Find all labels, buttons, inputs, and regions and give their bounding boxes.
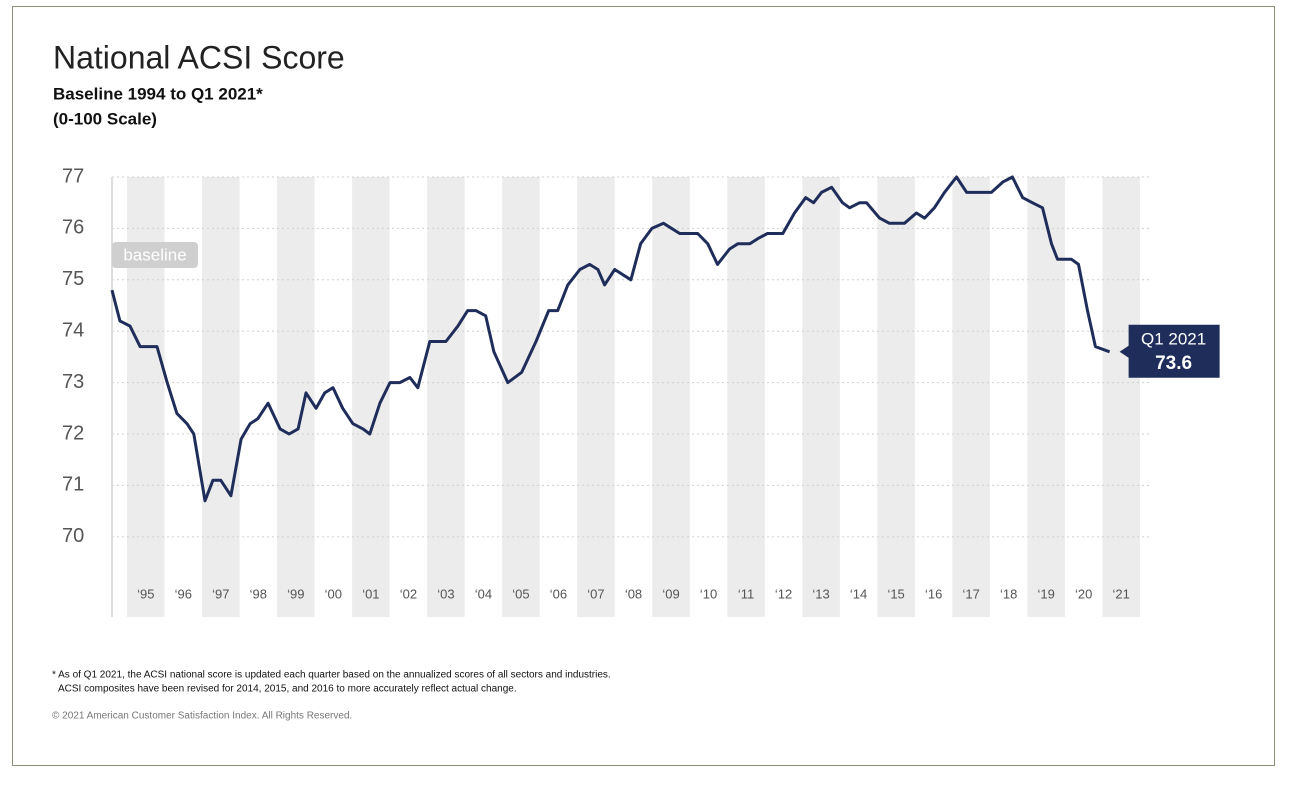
year-band xyxy=(427,177,465,617)
callout-box xyxy=(1119,324,1220,378)
x-tick-label: ‘05 xyxy=(512,586,529,601)
y-tick-label: 70 xyxy=(62,525,84,547)
y-tick-label: 74 xyxy=(62,319,84,341)
x-tick-label: ‘14 xyxy=(850,586,867,601)
x-tick-label: ‘13 xyxy=(812,586,829,601)
x-tick-label: ‘00 xyxy=(325,586,342,601)
x-tick-label: ‘07 xyxy=(587,586,604,601)
y-tick-label: 75 xyxy=(62,268,84,290)
x-tick-label: ‘16 xyxy=(925,586,942,601)
chart-subtitle: Baseline 1994 to Q1 2021* xyxy=(53,84,263,103)
year-band xyxy=(502,177,540,617)
x-tick-label: ‘96 xyxy=(175,586,192,601)
score-line xyxy=(110,175,1111,503)
x-tick-label: ‘95 xyxy=(137,586,154,601)
year-band xyxy=(1027,177,1065,617)
x-tick-label: ‘20 xyxy=(1075,586,1092,601)
year-band xyxy=(952,177,990,617)
x-tick-label: ‘99 xyxy=(287,586,304,601)
x-tick-label: ‘21 xyxy=(1113,586,1130,601)
year-band xyxy=(652,177,690,617)
chart-title: National ACSI Score xyxy=(53,39,345,75)
x-tick-label: ‘04 xyxy=(475,586,492,601)
chart-subtitle: (0-100 Scale) xyxy=(53,109,157,128)
footnote: * As of Q1 2021, the ACSI national score… xyxy=(52,670,611,681)
x-tick-label: ‘17 xyxy=(962,586,979,601)
x-tick-label: ‘18 xyxy=(1000,586,1017,601)
x-tick-label: ‘11 xyxy=(738,586,754,601)
value-label: 73.6 xyxy=(1155,353,1192,374)
y-tick-label: 72 xyxy=(62,422,84,444)
y-tick-label: 71 xyxy=(62,474,84,496)
year-band xyxy=(202,177,240,617)
callout-label: Q1 2021 xyxy=(1141,329,1206,348)
plot-area: ‘95 ‘96 ‘97 ‘98 ‘99 ‘00 ‘01 ‘02 ‘03 ‘04 ‘05 ‘06 ‘07 ‘… xyxy=(62,165,1220,617)
y-tick-label: 77 xyxy=(62,165,84,187)
x-tick-label: ‘03 xyxy=(437,586,454,601)
footnote: ACSI composites have been revised for 20… xyxy=(58,684,517,695)
y-tick-label: 76 xyxy=(62,217,84,239)
x-tick-label: ‘08 xyxy=(625,586,642,601)
x-tick-label: ‘01 xyxy=(362,586,379,601)
copyright: © 2021 American Customer Satisfaction In… xyxy=(52,711,352,722)
year-band xyxy=(577,177,615,617)
y-tick-label: 73 xyxy=(62,371,84,393)
frame xyxy=(12,6,1275,766)
baseline-label: baseline xyxy=(123,245,186,264)
year-band xyxy=(1102,177,1140,617)
x-tick-label: ‘19 xyxy=(1038,586,1055,601)
x-tick-label: ‘98 xyxy=(250,586,267,601)
x-tick-label: ‘10 xyxy=(700,586,717,601)
year-band xyxy=(877,177,915,617)
x-tick-label: ‘02 xyxy=(400,586,417,601)
year-band xyxy=(802,177,840,617)
baseline-badge xyxy=(112,242,198,268)
x-tick-label: ‘12 xyxy=(775,586,792,601)
x-tick-label: ‘97 xyxy=(212,586,229,601)
x-tick-label: ‘15 xyxy=(887,586,904,601)
x-tick-label: ‘06 xyxy=(550,586,567,601)
x-tick-label: ‘09 xyxy=(662,586,679,601)
year-band xyxy=(727,177,765,617)
